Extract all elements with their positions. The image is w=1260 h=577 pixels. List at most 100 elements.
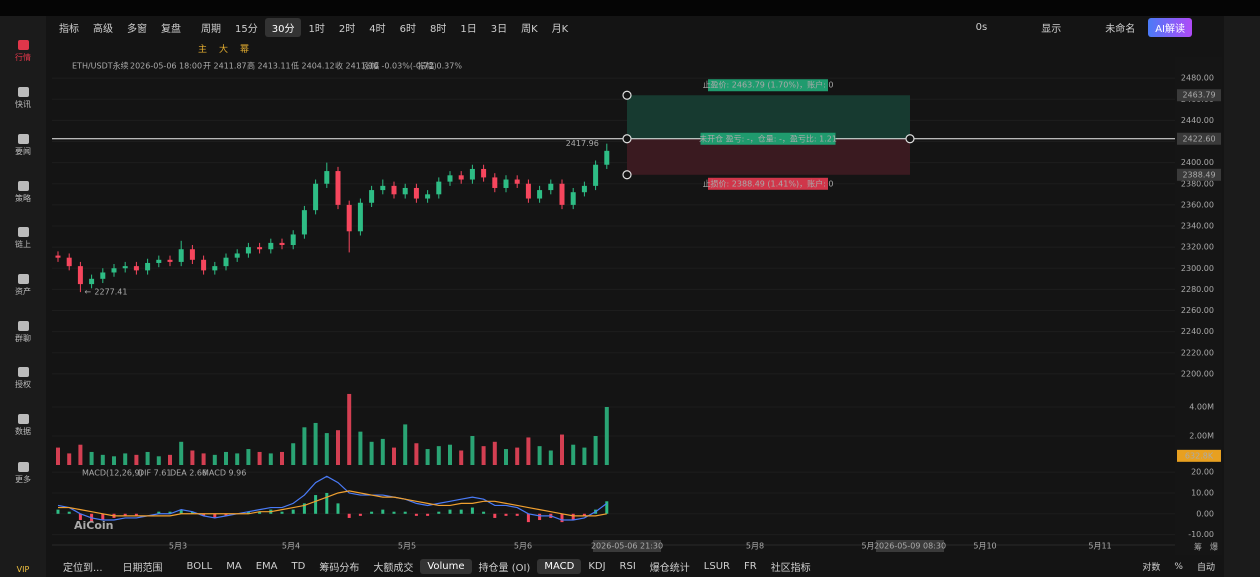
indicator-button[interactable]: 持仓量 (OI) [478, 563, 531, 574]
candle-body [111, 268, 117, 273]
indicator-button[interactable]: LSUR [703, 561, 730, 572]
sidebar-item[interactable]: 要闻 [0, 134, 46, 157]
volume-bar [100, 454, 105, 465]
icon [17, 227, 29, 237]
sidebar-item[interactable]: 快讯 [0, 87, 46, 110]
period-button[interactable]: 15分 [235, 24, 258, 35]
volume-bar [537, 446, 542, 465]
period-label[interactable]: 周期 [201, 24, 221, 35]
volume-bar [190, 450, 195, 465]
x-tick-label: 5月5 [398, 542, 416, 551]
candle-body [357, 202, 363, 232]
toolbar-button[interactable]: 复盘 [161, 24, 181, 35]
ohlc-info: 收 2411.16 [335, 61, 379, 71]
indicator-button[interactable]: RSI [619, 561, 636, 572]
sidebar-item[interactable]: 授权 [0, 367, 46, 390]
candle-body [133, 266, 139, 271]
macd-bar [325, 492, 329, 514]
candle-body [447, 175, 453, 182]
display-button[interactable]: 显示 [1041, 24, 1062, 35]
period-button[interactable]: 3日 [490, 24, 508, 35]
period-button[interactable]: 6时 [399, 24, 416, 35]
draw-tool[interactable]: 幂 [240, 44, 250, 55]
sidebar-item[interactable]: 策略 [0, 181, 46, 204]
icon [17, 367, 29, 377]
period-button[interactable]: 2时 [338, 24, 356, 35]
draw-tool[interactable]: 主 [198, 44, 208, 55]
handle[interactable] [622, 90, 632, 100]
sidebar: 行情快讯要闻策略链上资产群聊授权数据更多 VIP [0, 16, 46, 577]
sidebar-item[interactable]: 群聊 [0, 321, 46, 344]
scale-option[interactable]: 对数 [1142, 563, 1161, 573]
volume-bar [156, 456, 161, 465]
macd-bar [414, 513, 418, 516]
toolbar-button[interactable]: 高级 [93, 24, 113, 35]
volume-bar [212, 454, 217, 465]
volume-bar [268, 453, 273, 465]
sidebar-item[interactable]: 行情 [0, 40, 46, 63]
sidebar-item[interactable]: 更多 [0, 462, 46, 485]
indicator-button[interactable]: EMA [255, 561, 278, 572]
candle-body [559, 183, 565, 205]
y-tick-label: 2260.00 [1181, 306, 1214, 315]
vip[interactable]: VIP [16, 565, 30, 574]
y-tick-label: 20.00 [1191, 468, 1214, 477]
indicator-button[interactable]: Volume [420, 559, 472, 574]
price-tag-bg [1177, 449, 1221, 462]
x-tick-label: 5月 [861, 542, 874, 551]
sidebar-label: 快讯 [15, 100, 31, 109]
indicator-button[interactable]: 筹码分布 [319, 563, 360, 574]
candle-body [335, 171, 341, 205]
macd-bar [370, 511, 374, 514]
x-tick-label: 5月3 [169, 542, 187, 551]
indicator-button[interactable]: TD [291, 561, 306, 572]
time-tag: 2026-05-09 08:30 [874, 542, 946, 551]
y-tick-label: 2320.00 [1181, 243, 1214, 252]
sidebar-label: 要闻 [15, 147, 31, 156]
period-button[interactable]: 周K [521, 24, 538, 35]
y-tick-label: 2300.00 [1181, 264, 1214, 273]
sidebar-item[interactable]: 数据 [0, 414, 46, 437]
layout-name[interactable]: 未命名 [1105, 24, 1136, 35]
indicator-button[interactable]: 社区指标 [770, 563, 811, 574]
indicator-button[interactable]: 爆仓统计 [649, 563, 690, 574]
indicator-button[interactable]: 大额成交 [373, 563, 414, 574]
period-button[interactable]: 1日 [460, 24, 477, 35]
candle-body [570, 192, 576, 205]
date-range[interactable]: 日期范围 [122, 563, 163, 574]
countdown: 0s [975, 22, 988, 33]
x-tick-label: 5月10 [973, 542, 996, 551]
sidebar-item[interactable]: 链上 [0, 227, 46, 250]
ai-button[interactable]: AI解读 [1148, 18, 1192, 37]
locate-button[interactable]: 定位到... [63, 563, 103, 574]
handle[interactable] [622, 134, 632, 144]
time: 2026-05-06 18:00 [130, 62, 202, 71]
indicator-button[interactable]: MACD [537, 559, 582, 574]
indicator-button[interactable]: KDJ [588, 561, 606, 572]
volume-bar [179, 441, 184, 465]
sidebar-item[interactable]: 资产 [0, 274, 46, 297]
period-button[interactable]: 30分 [264, 18, 302, 37]
period-button[interactable]: 4时 [369, 24, 386, 35]
y-tick-label: 2440.00 [1181, 116, 1214, 125]
draw-tool[interactable]: 大 [219, 44, 229, 55]
handle[interactable] [622, 170, 632, 180]
scale-option[interactable]: % [1174, 561, 1183, 572]
candle-body [313, 183, 319, 211]
indicator-button[interactable]: BOLL [186, 561, 213, 572]
indicator-button[interactable]: MA [226, 561, 242, 572]
toolbar-button[interactable]: 多窗 [127, 24, 147, 35]
period-button[interactable]: 月K [551, 24, 569, 35]
indicator-button[interactable]: FR [743, 561, 757, 572]
volume-bar [78, 444, 83, 465]
period-button[interactable]: 8时 [429, 24, 447, 35]
period-button[interactable]: 1时 [308, 24, 325, 35]
toolbar-button[interactable]: 指标 [59, 24, 79, 35]
position-label: 未开仓 盈亏: -，仓量: -，盈亏比: 1.21 [699, 133, 837, 143]
candle-body [402, 187, 408, 195]
sidebar-label: 数据 [15, 427, 31, 436]
y-tick-label: 2.00M [1189, 432, 1214, 441]
handle[interactable] [905, 134, 915, 144]
icon [17, 134, 29, 144]
scale-option[interactable]: 自动 [1196, 563, 1215, 573]
